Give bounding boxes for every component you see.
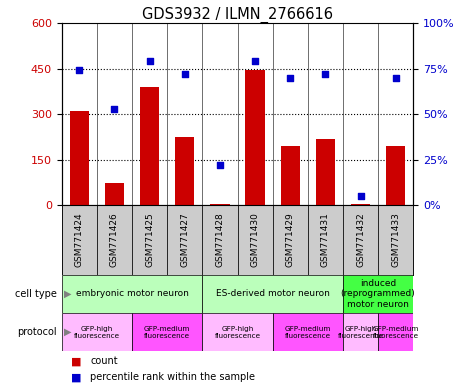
Point (146, 58, 153, 65)
Point (111, 106, 118, 112)
Bar (246, 70, 265, 205)
Bar (202, 313, 273, 351)
Point (181, 71, 189, 77)
Text: GSM771426: GSM771426 (110, 213, 119, 267)
Bar (308, 205, 343, 275)
Point (392, 74, 399, 81)
Text: percentile rank within the sample: percentile rank within the sample (90, 372, 255, 382)
Point (216, 162, 224, 168)
Bar (62, 205, 97, 275)
Bar (351, 204, 370, 205)
Bar (210, 204, 229, 205)
Text: GFP-high
fluorescence: GFP-high fluorescence (74, 326, 120, 339)
Text: protocol: protocol (18, 327, 57, 337)
Text: ES-derived motor neuron: ES-derived motor neuron (216, 289, 330, 298)
Text: GSM771433: GSM771433 (391, 213, 400, 267)
Bar (202, 205, 238, 275)
Text: GSM771431: GSM771431 (321, 213, 330, 267)
Text: ■: ■ (71, 372, 82, 382)
Bar (343, 205, 378, 275)
Point (322, 71, 329, 77)
Text: cell type: cell type (15, 289, 57, 299)
Text: count: count (90, 356, 118, 366)
Text: GSM771432: GSM771432 (356, 213, 365, 267)
Bar (132, 313, 202, 351)
Text: ▶: ▶ (64, 289, 72, 299)
Bar (378, 313, 413, 351)
Bar (273, 313, 343, 351)
Text: GSM771430: GSM771430 (251, 213, 259, 267)
Bar (238, 205, 273, 275)
Point (357, 193, 364, 199)
Bar (140, 87, 159, 205)
Text: GSM771425: GSM771425 (145, 213, 154, 267)
Title: GDS3932 / ILMN_2766616: GDS3932 / ILMN_2766616 (142, 7, 333, 23)
Text: GSM771424: GSM771424 (75, 213, 84, 267)
Bar (378, 205, 413, 275)
Bar (97, 205, 132, 275)
Bar (167, 205, 202, 275)
Point (251, 58, 259, 65)
Bar (281, 146, 300, 205)
Bar (105, 183, 124, 205)
Bar (343, 275, 413, 313)
Text: ■: ■ (71, 356, 82, 366)
Text: embryonic motor neuron: embryonic motor neuron (76, 289, 189, 298)
Text: GFP-medium
fluorescence: GFP-medium fluorescence (144, 326, 190, 339)
Point (76, 67, 83, 73)
Text: GFP-medium
fluorescence: GFP-medium fluorescence (372, 326, 419, 339)
Text: induced
(reprogrammed)
motor neuron: induced (reprogrammed) motor neuron (341, 279, 416, 309)
Bar (273, 205, 308, 275)
Text: GFP-high
fluorescence: GFP-high fluorescence (337, 326, 384, 339)
Bar (386, 146, 405, 205)
Bar (132, 205, 167, 275)
Text: GSM771428: GSM771428 (216, 213, 224, 267)
Bar (62, 275, 202, 313)
Bar (62, 313, 132, 351)
Text: GFP-medium
fluorescence: GFP-medium fluorescence (285, 326, 331, 339)
Text: GSM771429: GSM771429 (286, 213, 294, 267)
Bar (70, 111, 89, 205)
Text: ▶: ▶ (64, 327, 72, 337)
Text: GSM771427: GSM771427 (180, 213, 189, 267)
Bar (202, 275, 343, 313)
Bar (343, 313, 378, 351)
Text: GFP-high
fluorescence: GFP-high fluorescence (214, 326, 261, 339)
Bar (316, 139, 335, 205)
Point (286, 74, 294, 81)
Bar (175, 137, 194, 205)
